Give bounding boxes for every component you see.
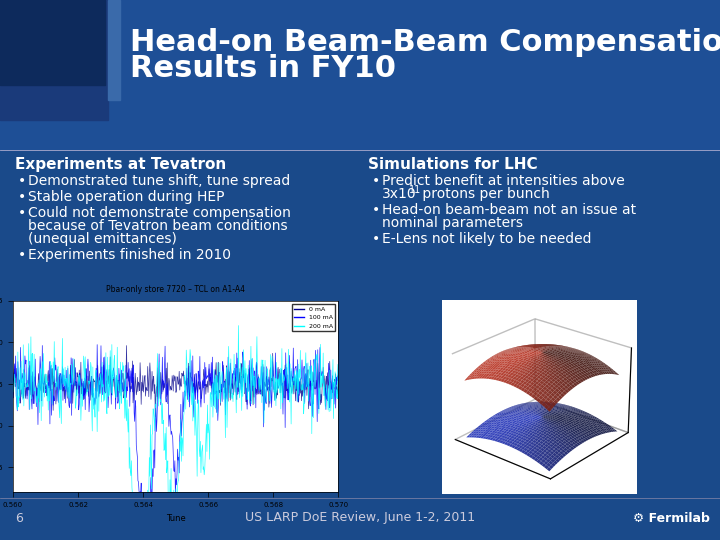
Text: Experiments at Tevatron: Experiments at Tevatron bbox=[15, 157, 226, 172]
Text: Simulations for LHC: Simulations for LHC bbox=[368, 157, 538, 172]
Text: protons per bunch: protons per bunch bbox=[418, 187, 550, 201]
Text: Results in FY10: Results in FY10 bbox=[130, 54, 396, 83]
Bar bbox=[0, 0, 108, 120]
Text: BBC=on: BBC=on bbox=[523, 308, 579, 321]
Text: Head-on Beam-Beam Compensation: Head-on Beam-Beam Compensation bbox=[130, 28, 720, 57]
Text: •: • bbox=[372, 203, 380, 217]
Text: E-Lens not likely to be needed: E-Lens not likely to be needed bbox=[382, 232, 592, 246]
Text: •: • bbox=[18, 190, 26, 204]
Text: Demonstrated tune shift, tune spread: Demonstrated tune shift, tune spread bbox=[28, 174, 290, 188]
Text: •: • bbox=[372, 174, 380, 188]
Text: nominal parameters: nominal parameters bbox=[382, 216, 523, 230]
Text: •: • bbox=[372, 232, 380, 246]
Bar bbox=[0, 0, 720, 150]
Text: Predict benefit at intensities above: Predict benefit at intensities above bbox=[382, 174, 625, 188]
X-axis label: Tune: Tune bbox=[166, 514, 186, 523]
Text: •: • bbox=[18, 206, 26, 220]
Text: US LARP DoE Review, June 1-2, 2011: US LARP DoE Review, June 1-2, 2011 bbox=[245, 511, 475, 524]
Text: •: • bbox=[18, 248, 26, 262]
Text: Could not demonstrate compensation: Could not demonstrate compensation bbox=[28, 206, 291, 220]
Legend: 0 mA, 100 mA, 200 mA: 0 mA, 100 mA, 200 mA bbox=[292, 304, 336, 331]
Bar bbox=[0, 0, 105, 85]
Text: because of Tevatron beam conditions: because of Tevatron beam conditions bbox=[28, 219, 287, 233]
Text: ⚙ Fermilab: ⚙ Fermilab bbox=[633, 511, 710, 524]
Text: •: • bbox=[18, 174, 26, 188]
Text: BBC=off: BBC=off bbox=[523, 322, 581, 335]
Text: 3x10: 3x10 bbox=[382, 187, 417, 201]
Title: Pbar-only store 7720 – TCL on A1-A4: Pbar-only store 7720 – TCL on A1-A4 bbox=[106, 286, 246, 294]
Text: 6: 6 bbox=[15, 511, 23, 524]
Text: (unequal emittances): (unequal emittances) bbox=[28, 232, 177, 246]
Text: Stable operation during HEP: Stable operation during HEP bbox=[28, 190, 225, 204]
Text: Head-on beam-beam not an issue at: Head-on beam-beam not an issue at bbox=[382, 203, 636, 217]
Text: 11: 11 bbox=[409, 185, 421, 195]
Bar bbox=[108, 0, 120, 100]
Text: Experiments finished in 2010: Experiments finished in 2010 bbox=[28, 248, 231, 262]
